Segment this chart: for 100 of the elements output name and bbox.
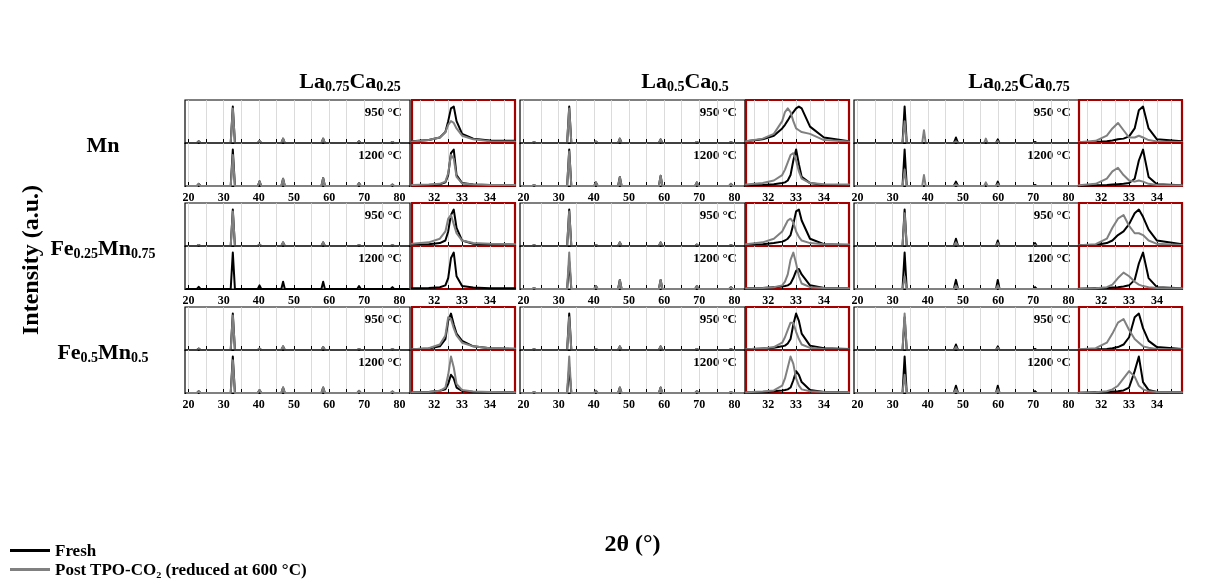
x-tick-label: 80 <box>393 397 406 411</box>
x-tick-label: 33 <box>1123 190 1136 204</box>
x-tick-label: 60 <box>658 397 671 411</box>
x-tick-label: 32 <box>428 397 441 411</box>
x-tick-label: 60 <box>992 397 1005 411</box>
x-tick-label: 33 <box>456 397 469 411</box>
annotation: 1200 °C <box>1027 353 1071 369</box>
x-tick-label: 30 <box>552 293 565 307</box>
x-tick-label: 80 <box>1062 190 1075 204</box>
annotation: 950 °C <box>699 103 737 119</box>
x-tick-label: 60 <box>323 397 336 411</box>
x-tick-label: 32 <box>762 397 775 411</box>
annotation: 950 °C <box>699 310 737 326</box>
x-tick-label: 40 <box>587 397 600 411</box>
x-tick-label: 33 <box>1123 293 1136 307</box>
x-tick-label: 40 <box>252 397 265 411</box>
x-tick-label: 50 <box>956 397 969 411</box>
x-tick-label: 30 <box>886 293 899 307</box>
x-tick-label: 40 <box>587 293 600 307</box>
x-tick-label: 34 <box>483 397 496 411</box>
x-tick-label: 70 <box>358 190 371 204</box>
x-tick-label: 34 <box>1150 293 1163 307</box>
x-tick-label: 70 <box>1027 190 1040 204</box>
x-tick-label: 20 <box>182 293 195 307</box>
x-tick-label: 34 <box>817 190 830 204</box>
x-tick-label: 20 <box>851 293 864 307</box>
x-tick-label: 50 <box>956 293 969 307</box>
x-tick-label: 50 <box>287 190 300 204</box>
x-tick-label: 60 <box>323 190 336 204</box>
x-tick-label: 32 <box>428 190 441 204</box>
y-axis-title: Intensity (a.u.) <box>17 184 43 336</box>
y-axis-title: Mn <box>86 131 120 157</box>
x-tick-label: 33 <box>790 397 803 411</box>
x-tick-label: 30 <box>552 190 565 204</box>
x-tick-label: 33 <box>456 293 469 307</box>
annotation: 950 °C <box>364 206 402 222</box>
x-tick-label: 70 <box>358 293 371 307</box>
x-tick-label: 34 <box>1150 190 1163 204</box>
x-tick-label: 60 <box>992 293 1005 307</box>
x-tick-label: 30 <box>886 397 899 411</box>
x-tick-label: 30 <box>886 190 899 204</box>
x-tick-label: 20 <box>517 190 530 204</box>
annotation: 1200 °C <box>693 146 737 162</box>
annotation: 950 °C <box>1033 103 1071 119</box>
x-tick-label: 50 <box>956 190 969 204</box>
x-tick-label: 33 <box>790 190 803 204</box>
x-tick-label: 50 <box>622 397 635 411</box>
x-tick-label: 33 <box>790 293 803 307</box>
x-tick-label: 40 <box>252 190 265 204</box>
annotation: 950 °C <box>364 103 402 119</box>
x-axis-title: 2θ (°) <box>604 530 661 556</box>
x-tick-label: 20 <box>182 397 195 411</box>
annotation: 950 °C <box>699 206 737 222</box>
x-tick-label: 32 <box>1095 190 1108 204</box>
x-tick-label: 34 <box>1150 397 1163 411</box>
x-tick-label: 70 <box>1027 397 1040 411</box>
x-tick-label: 40 <box>587 190 600 204</box>
x-tick-label: 80 <box>728 397 741 411</box>
x-tick-label: 30 <box>217 293 230 307</box>
x-tick-label: 33 <box>1123 397 1136 411</box>
x-tick-label: 70 <box>1027 293 1040 307</box>
x-tick-label: 80 <box>1062 293 1075 307</box>
annotation: 1200 °C <box>1027 146 1071 162</box>
x-tick-label: 50 <box>287 397 300 411</box>
x-tick-label: 34 <box>817 293 830 307</box>
x-tick-label: 32 <box>428 293 441 307</box>
x-tick-label: 80 <box>393 190 406 204</box>
x-tick-label: 34 <box>817 397 830 411</box>
annotation: 1200 °C <box>693 353 737 369</box>
x-tick-label: 34 <box>483 293 496 307</box>
x-tick-label: 20 <box>851 397 864 411</box>
x-tick-label: 70 <box>693 293 706 307</box>
x-tick-label: 60 <box>323 293 336 307</box>
x-tick-label: 80 <box>728 190 741 204</box>
x-tick-label: 40 <box>921 397 934 411</box>
x-tick-label: 20 <box>851 190 864 204</box>
annotation: 950 °C <box>1033 206 1071 222</box>
annotation: 1200 °C <box>1027 249 1071 265</box>
x-tick-label: 80 <box>728 293 741 307</box>
annotation: 1200 °C <box>693 249 737 265</box>
x-tick-label: 70 <box>693 397 706 411</box>
x-tick-label: 32 <box>762 190 775 204</box>
x-tick-label: 30 <box>217 397 230 411</box>
annotation: 950 °C <box>1033 310 1071 326</box>
x-tick-label: 60 <box>992 190 1005 204</box>
x-tick-label: 80 <box>1062 397 1075 411</box>
x-tick-label: 50 <box>622 190 635 204</box>
annotation: 1200 °C <box>358 353 402 369</box>
annotation: 950 °C <box>364 310 402 326</box>
x-tick-label: 40 <box>252 293 265 307</box>
x-tick-label: 60 <box>658 293 671 307</box>
x-tick-label: 34 <box>483 190 496 204</box>
x-tick-label: 20 <box>182 190 195 204</box>
x-tick-label: 70 <box>358 397 371 411</box>
x-tick-label: 32 <box>1095 293 1108 307</box>
x-tick-label: 30 <box>552 397 565 411</box>
x-tick-label: 32 <box>1095 397 1108 411</box>
annotation: 1200 °C <box>358 146 402 162</box>
x-tick-label: 32 <box>762 293 775 307</box>
legend-label: Fresh <box>55 541 97 560</box>
